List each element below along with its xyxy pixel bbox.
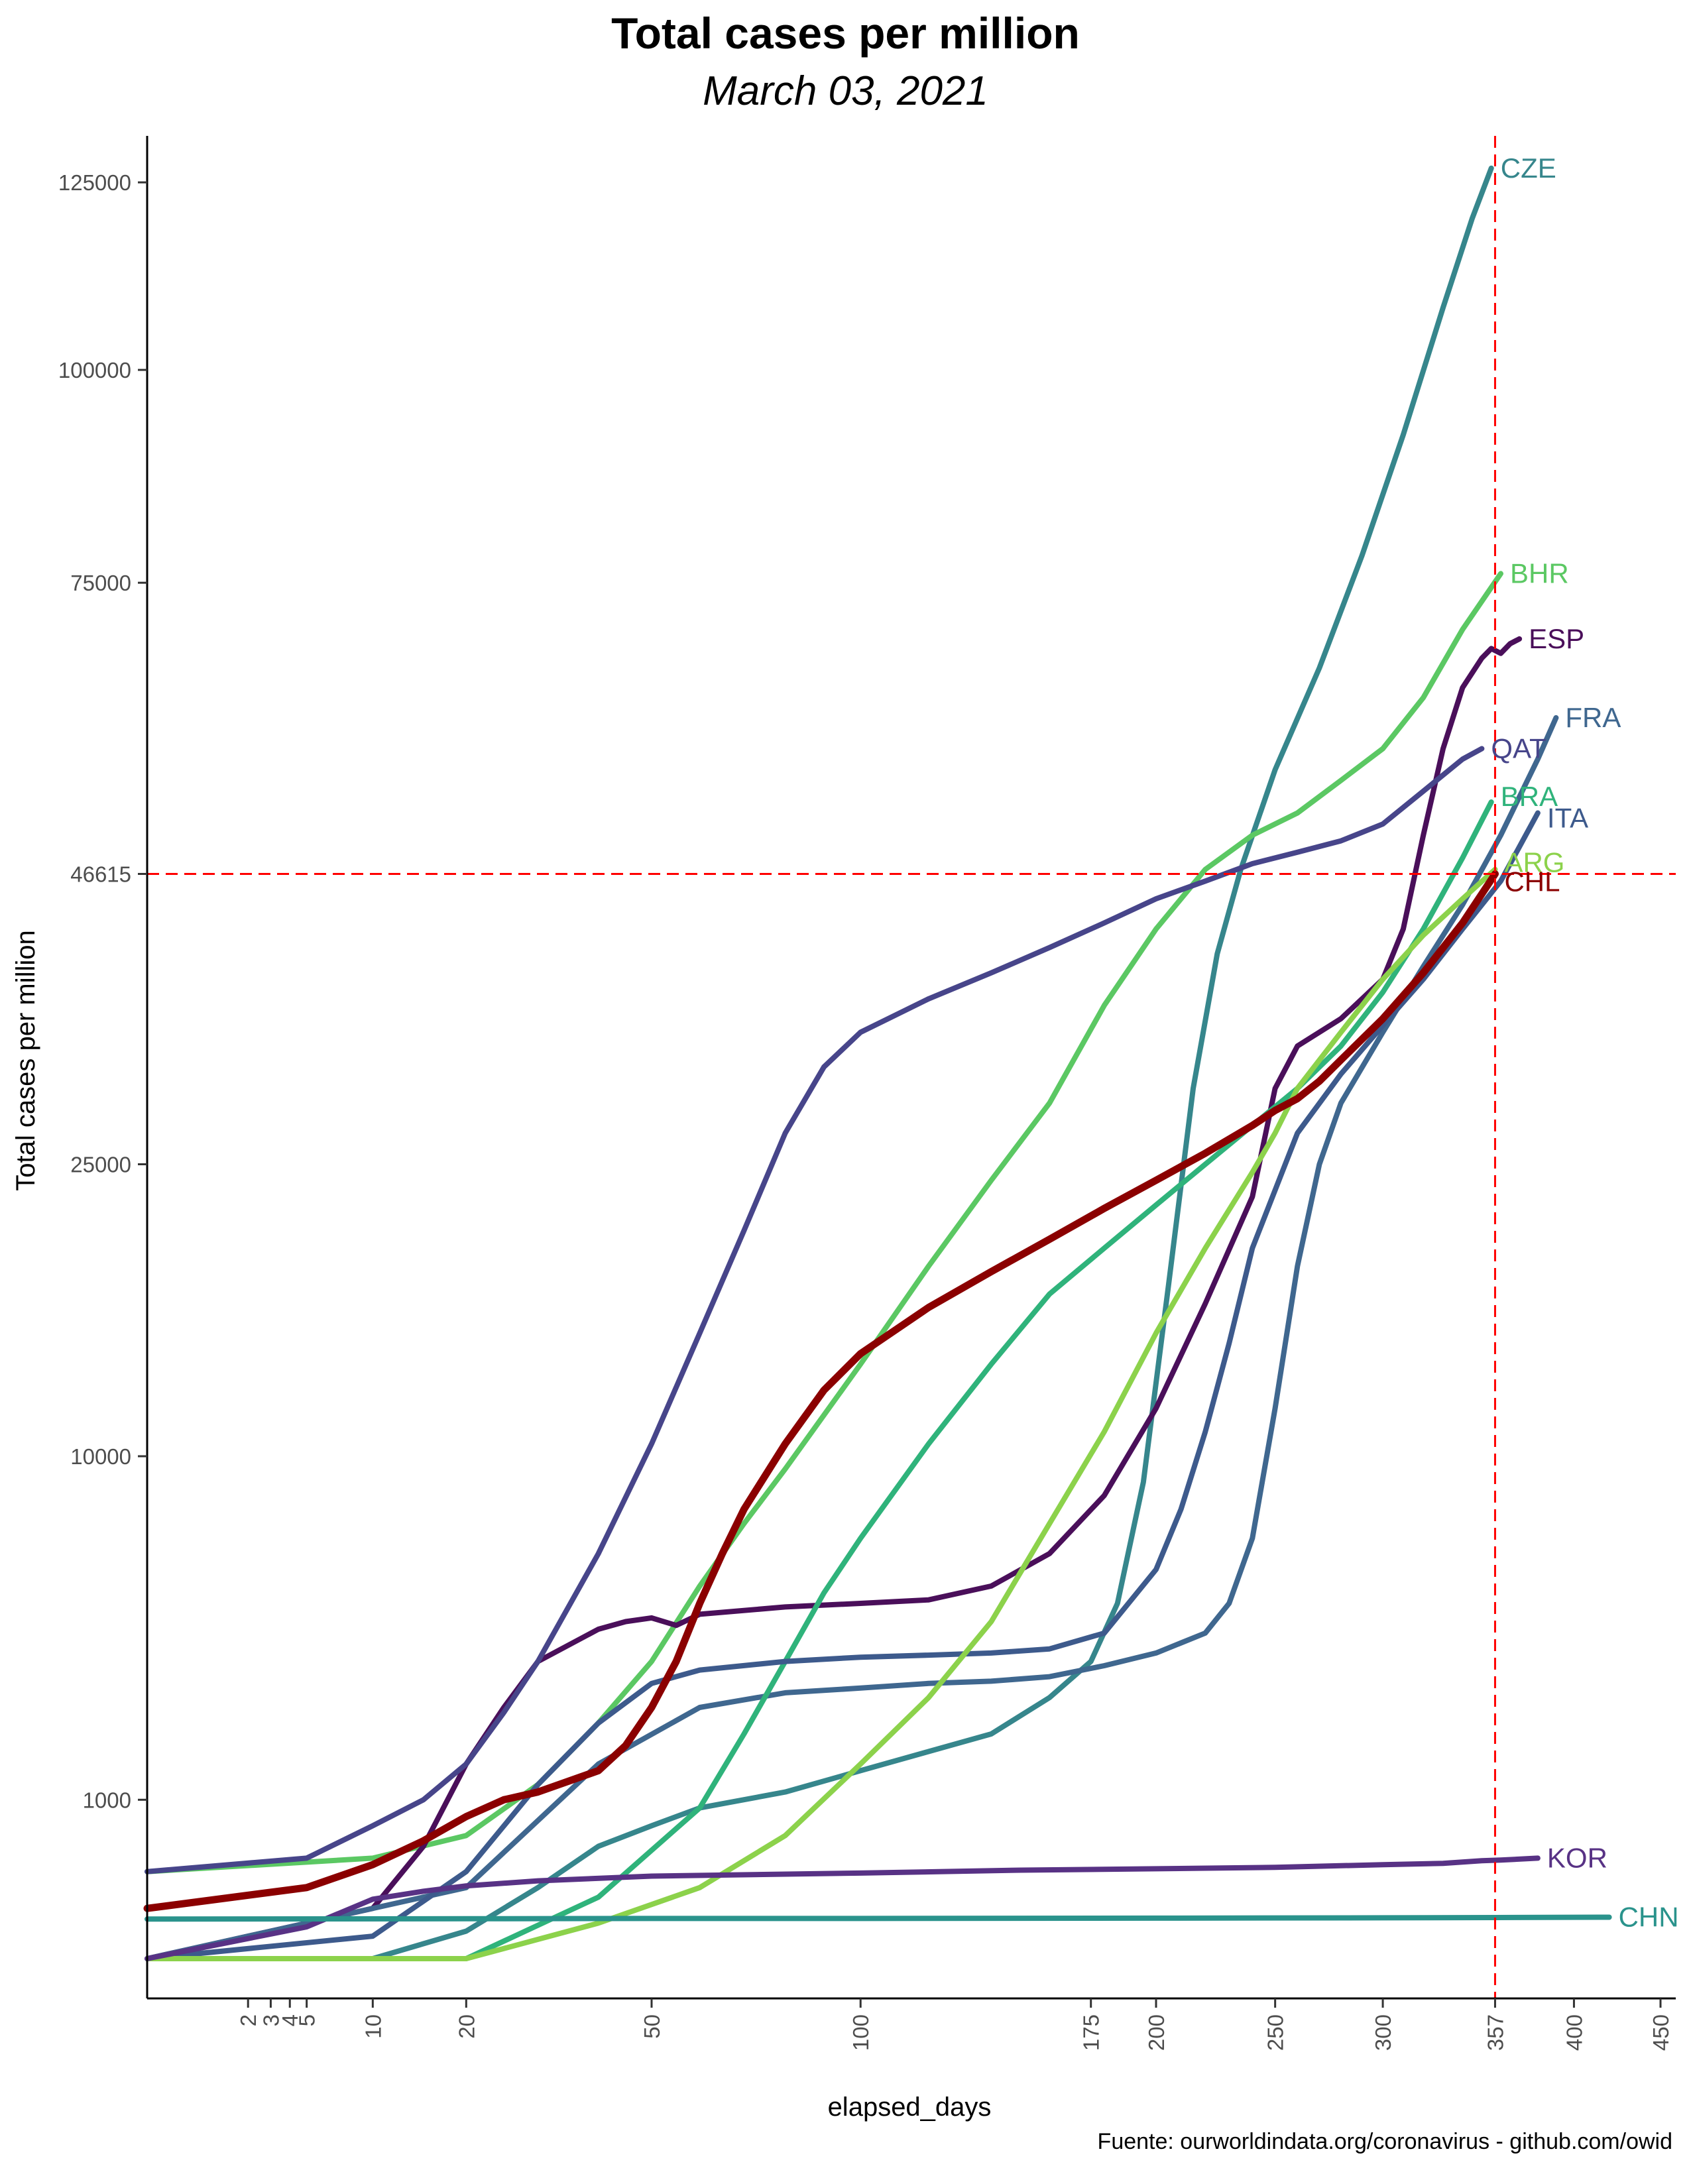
x-tick-label: 10 [361, 2014, 385, 2039]
y-tick-label: 25000 [70, 1153, 131, 1177]
y-axis-title: Total cases per million [11, 930, 40, 1191]
x-tick-label: 100 [848, 2014, 873, 2051]
series-line-chl [143, 870, 1499, 1912]
series-label-ita: ITA [1547, 803, 1588, 834]
chart-title: Total cases per million [611, 9, 1080, 58]
x-tick-label: 200 [1144, 2014, 1169, 2051]
y-tick-label: 10000 [70, 1444, 131, 1469]
series-line-bhr [145, 571, 1503, 1874]
axes: 1000100002500046615750001000001250002345… [58, 136, 1676, 2051]
x-tick-label: 250 [1263, 2014, 1288, 2051]
series-line-bra [145, 799, 1494, 1961]
series-label-cze: CZE [1501, 152, 1556, 184]
series-label-bhr: BHR [1510, 557, 1569, 589]
series-line-arg [145, 866, 1498, 1961]
x-tick-label: 450 [1649, 2014, 1673, 2051]
chart-subtitle: March 03, 2021 [703, 68, 988, 114]
y-tick-label: 1000 [83, 1788, 131, 1812]
x-tick-label: 3 [259, 2014, 283, 2026]
series-label-bra: BRA [1501, 781, 1558, 812]
x-axis-title: elapsed_days [828, 2093, 992, 2122]
series-lines [143, 165, 1612, 1961]
series-line-kor [145, 1855, 1541, 1961]
y-tick-label: 125000 [58, 170, 131, 195]
x-tick-label: 50 [640, 2014, 664, 2039]
reference-lines [147, 136, 1676, 1998]
series-line-chn [145, 1914, 1612, 1922]
series-label-qat: QAT [1491, 733, 1546, 764]
series-label-esp: ESP [1529, 623, 1584, 654]
y-tick-label: 100000 [58, 358, 131, 382]
series-label-chn: CHN [1619, 1901, 1679, 1932]
series-line-esp [145, 636, 1523, 1961]
series-label-fra: FRA [1565, 702, 1621, 733]
series-label-arg: ARG [1504, 847, 1564, 878]
x-tick-label: 5 [295, 2014, 320, 2026]
x-tick-label: 400 [1562, 2014, 1586, 2051]
series-line-ita [145, 810, 1541, 1961]
x-tick-label: 300 [1371, 2014, 1395, 2051]
series-label-chl: CHL [1504, 866, 1560, 897]
x-tick-label: 2 [236, 2014, 261, 2026]
x-tick-label: 357 [1483, 2014, 1507, 2051]
series-label-kor: KOR [1547, 1842, 1607, 1873]
y-tick-label: 46615 [70, 862, 131, 886]
series-line-qat [145, 746, 1485, 1874]
source-caption: Fuente: ourworldindata.org/coronavirus -… [1097, 2129, 1672, 2154]
x-tick-label: 175 [1079, 2014, 1104, 2051]
series-line-fra [145, 715, 1559, 1961]
y-tick-label: 75000 [70, 571, 131, 595]
x-tick-label: 20 [454, 2014, 479, 2039]
x-tick-label: 4 [278, 2014, 302, 2026]
